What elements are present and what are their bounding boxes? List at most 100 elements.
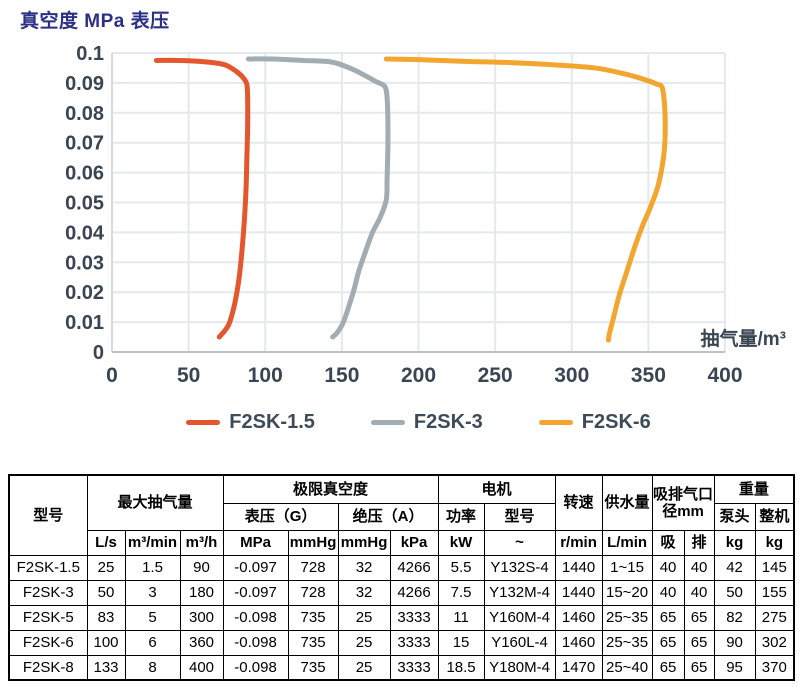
table-cell: 32 bbox=[337, 554, 391, 581]
table-cell: 50 bbox=[713, 579, 756, 606]
col-group-motor: 电机 bbox=[437, 474, 556, 504]
table-cell: 728 bbox=[287, 579, 339, 606]
table-cell: 3333 bbox=[389, 629, 439, 656]
col-header-weight-whole: 整机 bbox=[754, 502, 795, 531]
table-cell: 40 bbox=[651, 579, 685, 606]
y-axis-tick-label: 0.08 bbox=[65, 103, 104, 125]
unit-header: ~ bbox=[483, 529, 556, 556]
table-cell: 65 bbox=[683, 604, 715, 631]
table-cell: 1440 bbox=[554, 579, 603, 606]
table-cell: 155 bbox=[754, 579, 795, 606]
table-cell: 83 bbox=[86, 604, 126, 631]
table-cell: -0.098 bbox=[222, 654, 289, 681]
legend-swatch bbox=[370, 419, 405, 425]
vacuum-curve-chart: 0.1 0.09 0.08 0.07 0.06 0.05 0.04 0.03 0.02 0.01 0… bbox=[65, 43, 786, 387]
table-cell: 5 bbox=[124, 604, 181, 631]
legend-item-f2sk-3: F2SK-3 bbox=[370, 410, 483, 434]
table-cell: 735 bbox=[287, 629, 339, 656]
table-cell: Y180M-4 bbox=[483, 654, 556, 681]
table-cell: 3 bbox=[124, 579, 181, 606]
model-cell: F2SK-3 bbox=[8, 579, 88, 606]
table-cell: 32 bbox=[337, 579, 391, 606]
table-cell: 1460 bbox=[554, 604, 603, 631]
unit-header: MPa bbox=[222, 529, 289, 556]
table-cell: 370 bbox=[754, 654, 795, 681]
table-cell: 65 bbox=[683, 629, 715, 656]
table-cell: 1470 bbox=[554, 654, 603, 681]
y-axis-tick-label: 0.06 bbox=[65, 163, 104, 185]
table-cell: 100 bbox=[86, 629, 126, 656]
table-cell: 1.5 bbox=[124, 554, 181, 581]
table-cell: 735 bbox=[287, 604, 339, 631]
table-cell: 15 bbox=[437, 629, 485, 656]
table-cell: 180 bbox=[179, 579, 224, 606]
table-cell: Y132M-4 bbox=[483, 579, 556, 606]
unit-header: r/min bbox=[554, 529, 603, 556]
table-cell: 1440 bbox=[554, 554, 603, 581]
table-cell: 4266 bbox=[389, 579, 439, 606]
table-cell: Y160L-4 bbox=[483, 629, 556, 656]
table-cell: 11 bbox=[437, 604, 485, 631]
table-cell: 25~35 bbox=[601, 604, 653, 631]
model-cell: F2SK-6 bbox=[8, 629, 88, 656]
y-axis-tick-label: 0.09 bbox=[65, 73, 104, 95]
col-header-motor-power: 功率 bbox=[437, 502, 485, 531]
table-cell: 40 bbox=[651, 554, 685, 581]
table-cell: 25 bbox=[337, 604, 391, 631]
x-axis-tick-label: 50 bbox=[177, 364, 200, 387]
curve-f2sk-1.5 bbox=[153, 57, 251, 340]
table-cell: 133 bbox=[86, 654, 126, 681]
y-axis-tick-label: 0.01 bbox=[65, 312, 104, 334]
col-group-max-capacity: 最大抽气量 bbox=[86, 474, 224, 531]
table-row-f2sk-6: F2SK-6 100 6 360 -0.098 735 25 3333 15 Y160L-4 146… bbox=[8, 629, 795, 656]
table-cell: 40 bbox=[683, 579, 715, 606]
col-header-water-supply: 供水量 bbox=[601, 474, 653, 531]
legend-item-f2sk-6: F2SK-6 bbox=[538, 411, 651, 434]
table-cell: 5.5 bbox=[437, 554, 485, 581]
table-cell: 7.5 bbox=[437, 579, 485, 606]
table-cell: 50 bbox=[86, 579, 126, 606]
table-cell: 65 bbox=[651, 654, 685, 681]
table-cell: 3333 bbox=[389, 654, 439, 681]
x-axis-tick-label: 0 bbox=[106, 364, 118, 387]
x-axis-tick-label: 400 bbox=[707, 364, 742, 387]
col-group-ultimate-vacuum: 极限真空度 bbox=[222, 474, 439, 504]
table-cell: 6 bbox=[124, 629, 181, 656]
table-cell: 25 bbox=[337, 629, 391, 656]
y-axis-tick-label: 0.03 bbox=[65, 252, 104, 274]
spec-table: 型号 最大抽气量 极限真空度 电机 转速 供水量 吸排气口径mm 重量 表压（G… bbox=[8, 474, 796, 681]
x-axis-tick-label: 200 bbox=[401, 364, 436, 387]
table-cell: 145 bbox=[754, 554, 795, 581]
col-header-weight-pump: 泵头 bbox=[713, 502, 756, 531]
table-cell: 65 bbox=[651, 629, 685, 656]
y-axis-tick-label: 0.02 bbox=[65, 282, 104, 304]
table-row-f2sk-3: F2SK-3 50 3 180 -0.097 728 32 4266 7.5 Y132M-4 144… bbox=[8, 579, 795, 606]
table-cell: 8 bbox=[124, 654, 181, 681]
unit-header: kg bbox=[754, 529, 795, 556]
x-axis-tick-label: 100 bbox=[248, 364, 283, 387]
unit-header: mmHg bbox=[287, 529, 339, 556]
chart-legend: F2SK-1.5 F2SK-3 F2SK-6 bbox=[112, 404, 725, 440]
table-cell: 735 bbox=[287, 654, 339, 681]
table-cell: 40 bbox=[683, 554, 715, 581]
unit-header: 排 bbox=[683, 529, 715, 556]
y-axis-tick-label: 0.04 bbox=[65, 222, 105, 244]
curve-f2sk-6 bbox=[383, 56, 668, 343]
legend-label: F2SK-3 bbox=[413, 410, 483, 433]
table-cell: 1460 bbox=[554, 629, 603, 656]
table-cell: 90 bbox=[713, 629, 756, 656]
x-axis-tick-label: 300 bbox=[554, 364, 589, 387]
unit-header: m³/min bbox=[124, 529, 181, 556]
table-cell: 728 bbox=[287, 554, 339, 581]
table-cell: 275 bbox=[754, 604, 795, 631]
x-axis-tick-label: 150 bbox=[324, 364, 359, 387]
col-group-ports: 吸排气口径mm bbox=[651, 474, 715, 531]
table-cell: 65 bbox=[683, 654, 715, 681]
table-row-f2sk-5: F2SK-5 83 5 300 -0.098 735 25 3333 11 Y160M-4 1460… bbox=[8, 604, 795, 631]
y-axis-tick-label: 0 bbox=[93, 342, 104, 364]
table-cell: 95 bbox=[713, 654, 756, 681]
y-axis-tick-label: 0.1 bbox=[76, 43, 104, 65]
table-cell: Y160M-4 bbox=[483, 604, 556, 631]
unit-header: L/s bbox=[86, 529, 126, 556]
y-axis-tick-label: 0.05 bbox=[65, 193, 104, 215]
